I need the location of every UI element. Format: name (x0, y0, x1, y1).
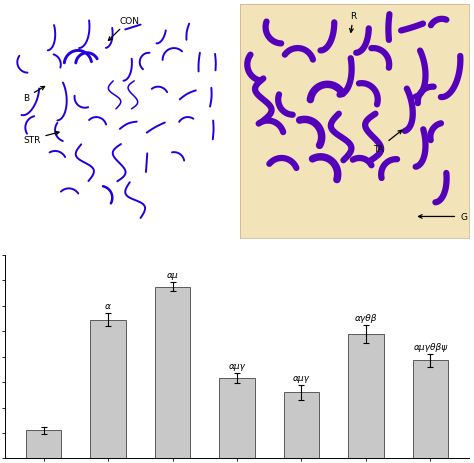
Text: αμγθβψ: αμγθβψ (413, 342, 447, 351)
Bar (219, 378, 255, 458)
Text: G: G (419, 213, 467, 221)
Bar (284, 393, 319, 458)
Text: αμγ: αμγ (228, 361, 246, 370)
Bar (348, 334, 383, 458)
Text: B: B (23, 87, 45, 102)
Text: R: R (350, 12, 356, 33)
Bar (155, 287, 190, 458)
Text: αγθβ: αγθβ (355, 313, 377, 322)
Bar (91, 320, 126, 458)
Text: STR: STR (23, 132, 59, 144)
Text: αμ: αμ (167, 270, 178, 280)
Text: αμγ: αμγ (293, 373, 310, 382)
Text: α: α (105, 302, 111, 311)
Text: CON: CON (109, 17, 139, 41)
Bar (26, 431, 61, 458)
Bar (413, 361, 448, 458)
Text: TA: TA (373, 131, 402, 154)
